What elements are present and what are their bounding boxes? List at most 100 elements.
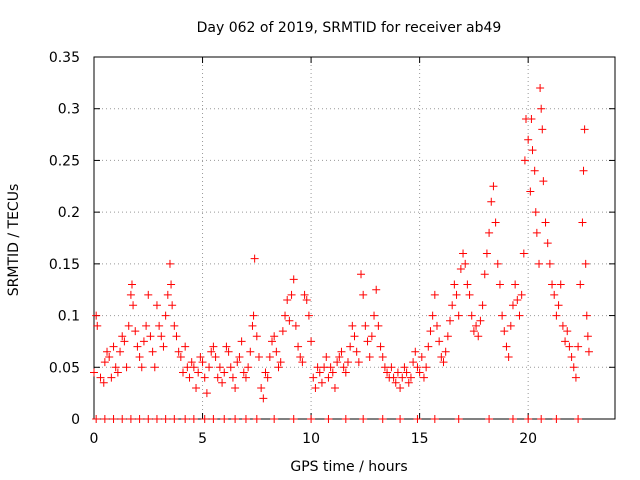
data-point [103, 347, 112, 356]
data-point [202, 389, 211, 398]
data-point [526, 187, 535, 196]
data-point [328, 368, 337, 377]
data-point [456, 265, 465, 274]
data-point [511, 280, 520, 289]
data-point [357, 270, 366, 279]
data-point [105, 352, 114, 361]
data-point [339, 363, 348, 372]
data-point [383, 368, 392, 377]
data-point [127, 280, 136, 289]
data-point [120, 337, 129, 346]
data-point [118, 415, 127, 423]
data-point [289, 275, 298, 284]
data-point [552, 415, 561, 423]
data-point [307, 415, 316, 423]
data-point [118, 332, 127, 341]
data-point [126, 290, 135, 299]
data-point [398, 373, 407, 382]
data-point [426, 327, 435, 336]
data-point [538, 125, 547, 134]
data-point [250, 254, 259, 263]
data-point [181, 415, 190, 423]
data-point [406, 373, 415, 382]
data-point [556, 280, 565, 289]
y-tick-label: 0.3 [58, 102, 80, 118]
data-point [307, 337, 316, 346]
data-point [287, 290, 296, 299]
y-tick-label: 0.15 [49, 257, 80, 273]
grid-lines [94, 57, 615, 419]
data-point [543, 239, 552, 248]
data-point [365, 352, 374, 361]
data-point [474, 332, 483, 341]
data-point [111, 363, 120, 372]
y-tick-label: 0 [71, 412, 80, 428]
data-point [567, 352, 576, 361]
data-point [545, 259, 554, 268]
data-point [530, 166, 539, 175]
data-point [430, 290, 439, 299]
x-tick-label: 0 [90, 431, 99, 447]
data-point [519, 249, 528, 258]
data-point [574, 415, 583, 423]
data-point [122, 363, 131, 372]
data-point [333, 358, 342, 367]
data-point [400, 363, 409, 372]
data-point [485, 415, 494, 423]
data-point [513, 296, 522, 305]
data-point [478, 301, 487, 310]
data-point [226, 363, 235, 372]
data-point [517, 290, 526, 299]
data-point [508, 415, 517, 423]
data-point [161, 415, 170, 423]
data-point [454, 415, 463, 423]
data-point [348, 321, 357, 330]
y-tick-label: 0.35 [49, 50, 80, 66]
data-point [535, 259, 544, 268]
data-point [220, 368, 229, 377]
data-point [580, 125, 589, 134]
data-point [350, 332, 359, 341]
data-point [411, 347, 420, 356]
data-points [90, 84, 593, 423]
data-point [257, 383, 266, 392]
data-point [341, 415, 350, 423]
data-point [432, 321, 441, 330]
data-point [163, 290, 172, 299]
data-point [161, 311, 170, 320]
data-point [463, 280, 472, 289]
data-point [500, 327, 509, 336]
data-point [133, 342, 142, 351]
data-point [579, 166, 588, 175]
data-point [537, 415, 546, 423]
data-point [561, 337, 570, 346]
data-point [96, 373, 105, 382]
data-point [235, 352, 244, 361]
data-point [270, 415, 279, 423]
axis-ticks [93, 56, 615, 420]
data-point [372, 285, 381, 294]
data-point [363, 337, 372, 346]
x-tick-label: 10 [302, 431, 320, 447]
data-point [487, 197, 496, 206]
data-point [135, 352, 144, 361]
data-point [552, 311, 561, 320]
data-point [409, 358, 418, 367]
data-point [194, 368, 203, 377]
data-point [252, 332, 261, 341]
data-point [291, 321, 300, 330]
data-point [99, 378, 108, 387]
data-point [254, 352, 263, 361]
data-point [378, 352, 387, 361]
data-point [539, 177, 548, 186]
data-point [196, 352, 205, 361]
data-point [93, 321, 102, 330]
data-point [569, 363, 578, 372]
data-point [361, 321, 370, 330]
data-point [493, 259, 502, 268]
data-point [139, 337, 148, 346]
data-point [343, 358, 352, 367]
data-point [170, 321, 179, 330]
data-point [506, 321, 515, 330]
data-point [452, 290, 461, 299]
